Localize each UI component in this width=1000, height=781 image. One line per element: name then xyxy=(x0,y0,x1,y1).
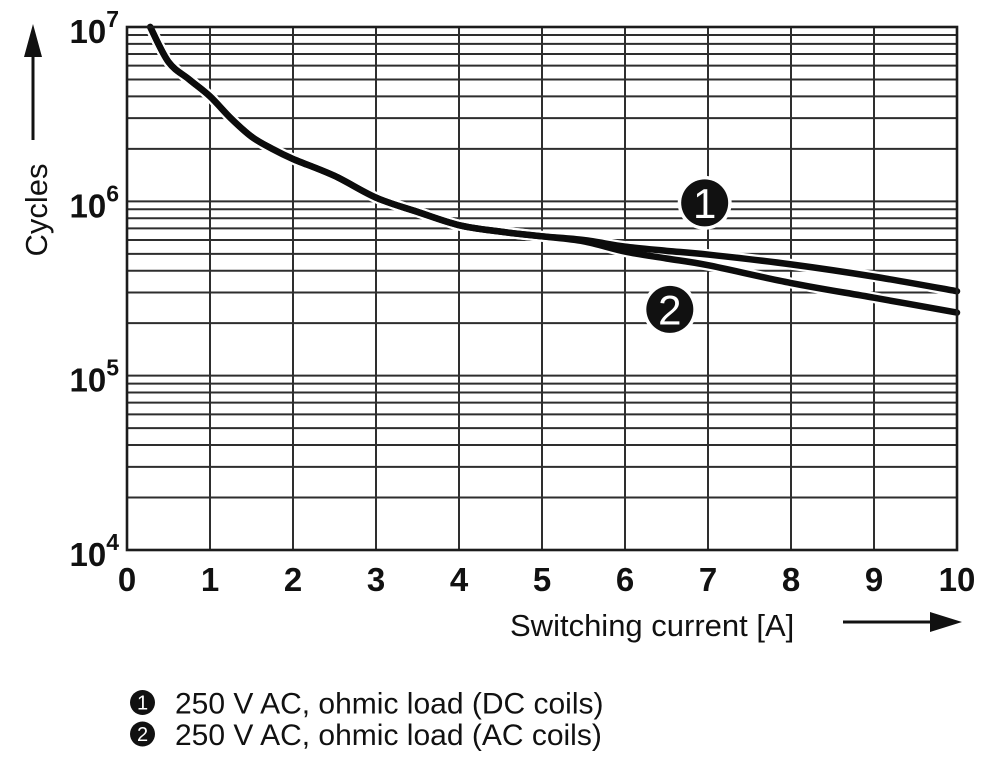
x-tick-label: 6 xyxy=(616,561,634,598)
curve-marker-2 xyxy=(646,285,694,333)
y-axis-arrow-head-icon xyxy=(24,24,42,57)
x-tick-labels: 0 1 2 3 4 5 6 7 8 9 10 xyxy=(118,561,976,598)
y-tick-label: 106 xyxy=(69,180,119,224)
x-axis-title: Switching current [A] xyxy=(510,608,794,643)
y-axis-title-group: Cycles xyxy=(19,24,54,257)
legend-item: 1 250 V AC, ohmic load (DC coils) xyxy=(130,688,604,721)
y-tick-label: 107 xyxy=(69,6,119,50)
y-tick-label: 105 xyxy=(69,355,119,399)
x-tick-label: 9 xyxy=(865,561,883,598)
legend: 1 250 V AC, ohmic load (DC coils) 2 250 V A… xyxy=(130,688,604,752)
curve-marker-1 xyxy=(681,179,729,227)
x-tick-label: 8 xyxy=(782,561,800,598)
x-tick-label: 1 xyxy=(201,561,219,598)
x-tick-label: 4 xyxy=(450,561,469,598)
x-tick-label: 0 xyxy=(118,561,136,598)
x-tick-label: 2 xyxy=(284,561,302,598)
plot-frame-layer xyxy=(125,25,959,552)
x-axis-title-group: Switching current [A] xyxy=(510,608,962,643)
curve-marker-number: 1 xyxy=(693,180,716,227)
y-tick-labels: 107 106 105 104 xyxy=(69,6,119,573)
curve-marker-number: 2 xyxy=(658,286,681,333)
legend-label: 250 V AC, ohmic load (DC coils) xyxy=(175,688,604,721)
legend-item: 2 250 V AC, ohmic load (AC coils) xyxy=(130,719,602,752)
x-axis-arrow-head-icon xyxy=(930,612,962,632)
curves-layer xyxy=(144,21,963,319)
y-tick-label: 104 xyxy=(69,529,119,573)
x-tick-label: 10 xyxy=(939,561,976,598)
legend-marker-number: 1 xyxy=(137,693,148,715)
endurance-curve-2 xyxy=(146,23,961,316)
y-axis-title: Cycles xyxy=(19,163,54,256)
x-tick-label: 3 xyxy=(367,561,385,598)
legend-marker-1-icon xyxy=(130,690,155,715)
x-tick-label: 7 xyxy=(699,561,717,598)
legend-marker-number: 2 xyxy=(137,724,148,746)
legend-label: 250 V AC, ohmic load (AC coils) xyxy=(175,719,602,752)
legend-marker-2-icon xyxy=(130,721,155,747)
plot-frame xyxy=(125,25,959,552)
x-tick-label: 5 xyxy=(533,561,551,598)
curve-markers-layer: 12 xyxy=(642,175,732,337)
